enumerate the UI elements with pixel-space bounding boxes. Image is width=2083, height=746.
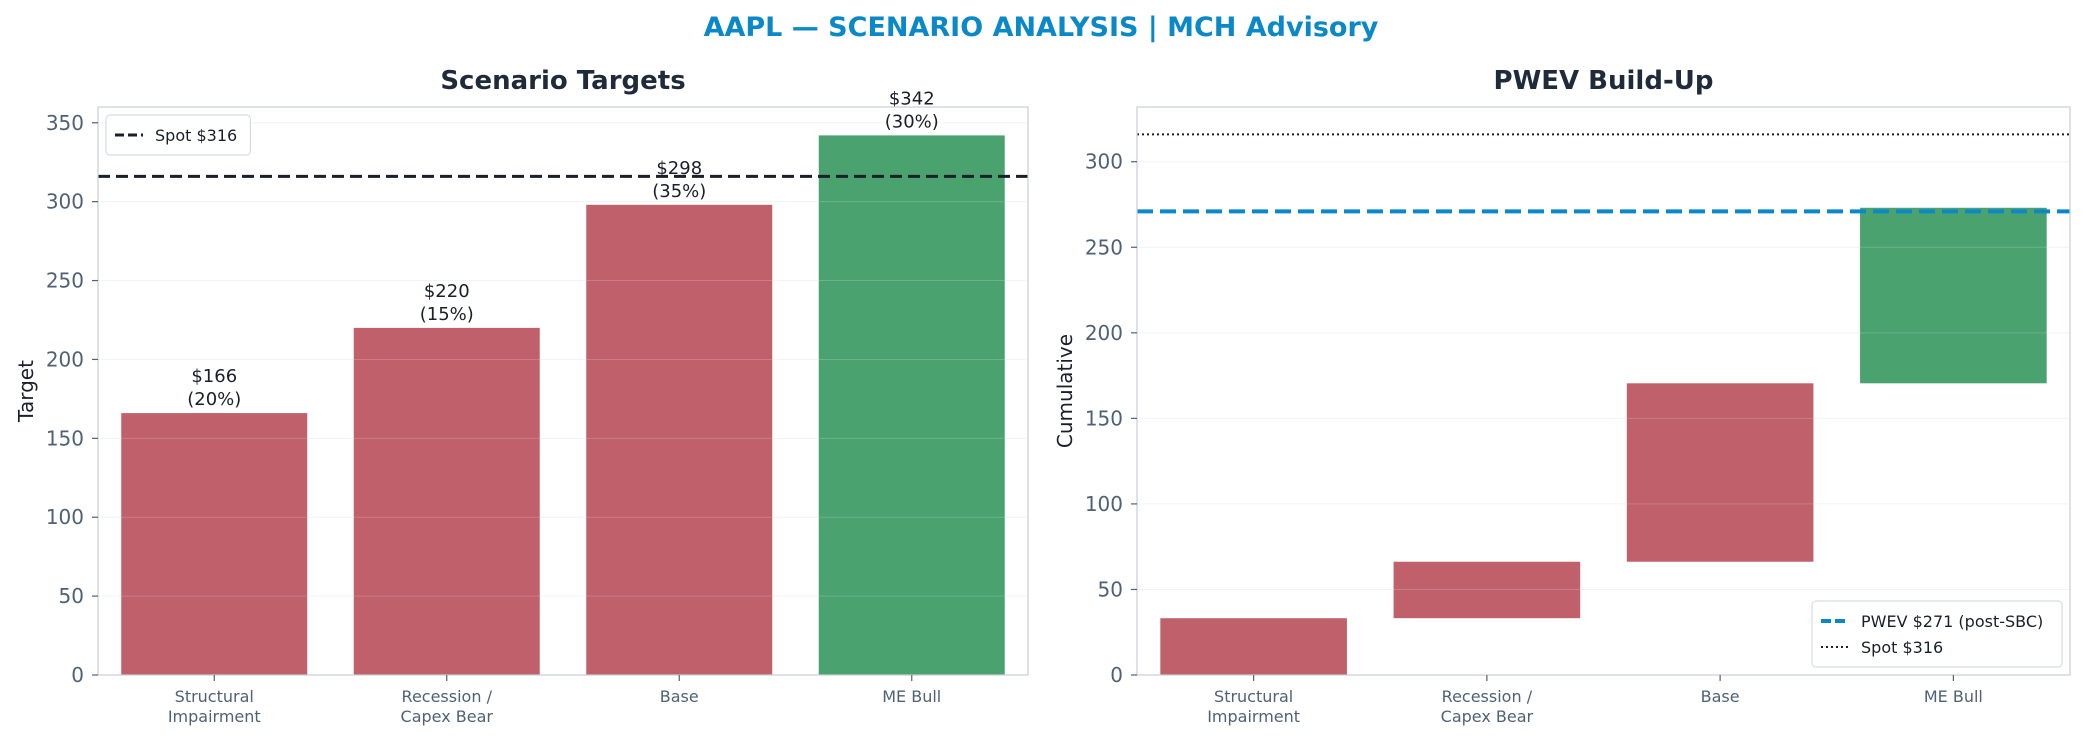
data-label-weight: (30%) [885,111,939,132]
waterfall-bar [1393,561,1581,619]
y-tick-label: 50 [1098,577,1123,601]
x-tick-label: Base [660,687,699,706]
bar [353,327,540,675]
y-tick-label: 250 [1085,235,1123,259]
y-tick-label: 50 [59,584,84,608]
legend-label: Spot $316 [1861,638,1943,657]
legend-label: Spot $316 [155,126,237,145]
chart-title: PWEV Build-Up [1494,66,1714,96]
data-label-value: $220 [424,281,470,302]
y-tick-label: 0 [71,663,84,687]
chart-panel-1: $166(20%) $220(15%) $298(35%) $342(30%) 0 50 1… [14,66,1029,726]
y-tick-label: 0 [1110,663,1123,687]
waterfall-bar [1160,618,1347,675]
bar [818,135,1005,675]
x-tick-label: Structural Impairment [168,687,261,726]
waterfall-bar [1860,207,2047,384]
y-axis-label: Cumulative [1053,334,1077,448]
x-tick-label: ME Bull [1924,687,1983,706]
bar [586,204,773,676]
data-label-weight: (20%) [187,389,241,410]
y-tick-label: 200 [1085,321,1123,345]
x-tick-label: Recession / Capex Bear [401,687,494,726]
data-label-weight: (35%) [652,181,706,202]
bar [121,413,308,675]
legend: PWEV $271 (post-SBC) Spot $316 [1811,600,2063,668]
y-tick-label: 150 [46,426,84,450]
y-tick-label: 350 [46,111,84,135]
y-tick-label: 100 [1085,492,1123,516]
chart-title: Scenario Targets [440,66,685,96]
plot-area [1137,107,2070,675]
y-tick-label: 100 [46,505,84,529]
y-tick-label: 200 [46,347,84,371]
data-label-value: $298 [656,158,702,179]
y-tick-label: 250 [46,269,84,293]
y-tick-label: 300 [1085,150,1123,174]
legend-box [1811,600,2063,668]
x-tick-label: ME Bull [882,687,941,706]
figure-title: AAPL — SCENARIO ANALYSIS | MCH Advisory [704,12,1379,43]
x-tick-label: Recession / Capex Bear [1441,687,1534,726]
axes-frame [1136,106,2071,676]
y-tick-label: 300 [46,190,84,214]
legend-label: PWEV $271 (post-SBC) [1861,612,2043,631]
legend: Spot $316 [105,114,251,156]
x-tick-label: Base [1701,687,1740,706]
data-label-value: $342 [889,88,935,109]
x-tick-label: Structural Impairment [1207,687,1300,726]
chart-panel-2: 0 50 100 150 200 250 300 Structural Impairment Re… [1053,66,2071,726]
data-label-weight: (15%) [420,304,474,325]
y-tick-label: 150 [1085,406,1123,430]
legend-box [105,114,251,156]
y-axis-label: Target [14,360,38,423]
waterfall-bar [1626,383,1814,562]
axes-frame [97,106,1029,676]
data-label-value: $166 [191,366,237,387]
